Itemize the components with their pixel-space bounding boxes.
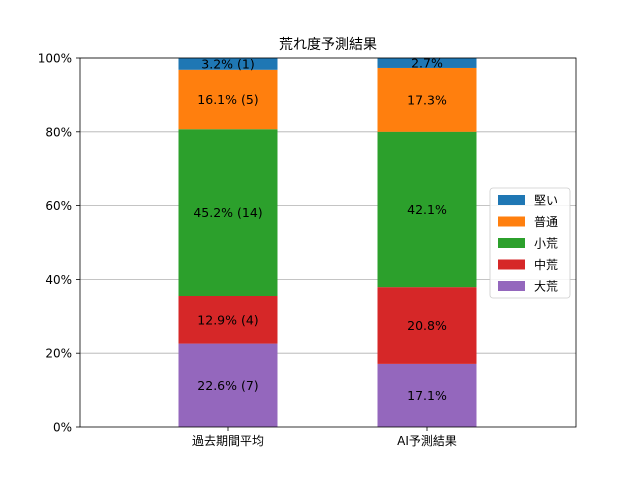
bar-segment	[377, 131, 477, 288]
y-tick-label: 20%	[45, 347, 72, 361]
x-tick-label: AI予測結果	[397, 434, 457, 448]
bar-labels: 22.6% (7) 12.9% (4) 45.2% (14) 16.1% (5) 3.2…	[193, 55, 447, 402]
bar-segment	[178, 343, 278, 427]
legend-swatch	[498, 281, 525, 291]
data-label: 45.2% (14)	[193, 205, 262, 220]
bar-segment	[377, 67, 477, 132]
data-label: 22.6% (7)	[197, 378, 258, 393]
y-tick-label: 100%	[38, 52, 72, 66]
data-label: 17.3%	[407, 92, 447, 107]
bar-segment	[377, 363, 477, 427]
bar-segment	[377, 287, 477, 364]
bar-segment	[377, 58, 477, 68]
data-label: 3.2% (1)	[201, 56, 254, 71]
legend-label: 普通	[534, 215, 558, 229]
bar-segment	[178, 296, 278, 344]
legend-swatch	[498, 216, 525, 227]
axes: 0% 20% 40% 60% 80% 100% 過去期間平均 AI予測結果	[38, 52, 577, 448]
data-label: 16.1% (5)	[197, 92, 258, 107]
y-tick-label: 60%	[45, 199, 72, 213]
legend-box	[489, 187, 571, 299]
bar-segment	[178, 69, 278, 130]
chart-title: 荒れ度予測結果	[279, 37, 377, 53]
legend-label: 大荒	[534, 280, 558, 294]
legend-swatch	[498, 238, 525, 248]
data-label: 2.7%	[411, 55, 443, 70]
data-label: 20.8%	[407, 318, 447, 333]
data-label: 12.9% (4)	[197, 312, 258, 327]
bar-segment	[178, 58, 278, 70]
legend-label: 小荒	[534, 237, 558, 251]
legend-swatch	[498, 259, 525, 270]
legend-label: 堅い	[534, 194, 558, 208]
bars	[178, 58, 477, 427]
y-tick-label: 80%	[45, 125, 72, 139]
x-tick-label: 過去期間平均	[192, 434, 264, 448]
bar-segment	[178, 129, 278, 297]
plot-frame	[79, 57, 577, 428]
legend-label: 中荒	[534, 257, 558, 272]
legend-swatch	[498, 195, 525, 205]
data-label: 17.1%	[407, 388, 447, 403]
y-tick-label: 0%	[53, 421, 72, 435]
y-tick-label: 40%	[45, 273, 72, 287]
data-label: 42.1%	[407, 202, 447, 217]
